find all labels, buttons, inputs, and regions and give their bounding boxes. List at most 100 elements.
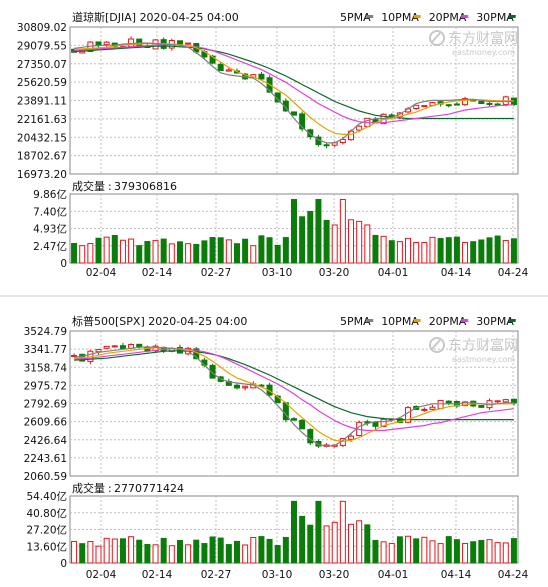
spx-candle-body [111,345,118,348]
spx-volume-tick: 0 [60,558,67,570]
spx-volume-bar [494,542,501,564]
spx-volume-bar [242,544,249,564]
spx-candle-body [209,364,216,379]
spx-legend-label: 30PMA [476,315,514,328]
djia-volume-bar [176,241,183,264]
spx-volume-bar [266,538,273,564]
djia-volume-tick: 4.93亿 [33,223,67,236]
spx-y-tick: 2975.72 [24,380,67,392]
spx-volume-bar [315,500,322,564]
djia-y-tick: 29079.55 [17,40,67,52]
spx-volume-bar [185,544,192,564]
spx-candle-body [136,343,143,348]
watermark-brand: 东方财富网 [448,30,518,47]
djia-x-tick: 02-14 [142,267,173,279]
djia-candle-body [103,41,110,46]
djia-legend-swatch [366,15,374,18]
djia-volume-bar [217,237,224,264]
spx-volume-bar [421,536,428,564]
spx-volume-bar [396,536,403,564]
djia-candle-body [291,111,297,116]
spx-volume-bar [502,542,509,564]
spx-y-tick: 3524.79 [24,326,67,338]
djia-volume-bar [71,242,78,264]
spx-x-tick: 04-24 [498,569,529,581]
djia-volume-value: 379306816 [114,180,177,193]
spx-volume-bar [331,521,338,564]
spx-volume-bar [478,539,485,564]
watermark-url: eastmoney.com [452,355,515,364]
watermark-url: eastmoney.com [452,48,515,57]
spx-volume-bar [453,539,460,564]
djia-volume-bar [79,245,86,264]
spx-x-tick: 02-14 [142,569,173,581]
djia-candle-body [307,129,314,138]
spx-candle-body [502,399,509,403]
djia-volume-bar [168,243,175,264]
spx-volume-bar [388,542,395,564]
djia-legend-swatch [413,15,421,18]
djia-volume-bar [502,240,509,264]
djia-x-tick: 03-10 [262,267,293,279]
djia-volume-bar [103,236,110,264]
djia-volume-bar [152,240,159,264]
djia-volume-bar [421,242,428,264]
djia-volume-bar [315,199,322,264]
djia-x-tick: 04-14 [441,267,472,279]
spx-volume-bar [103,537,110,564]
djia-y-tick: 25620.59 [17,77,67,89]
djia-candle-body [356,125,363,131]
spx-legend-swatch [366,319,374,322]
eastmoney-logo-icon [429,337,445,353]
spx-x-tick: 04-14 [441,569,472,581]
spx-volume-bar [217,537,224,564]
djia-ma20-line [74,44,514,124]
djia-volume-bar [299,216,306,264]
spx-volume-bar [510,538,517,564]
spx-ma20-line [74,348,514,432]
spx-volume-bar [209,536,216,564]
djia-candle-body [258,73,265,80]
djia-ma5-line [74,42,514,144]
spx-volume-bar [291,500,297,564]
djia-candle-body [225,69,232,72]
djia-volume-bar [160,238,167,264]
spx-volume-bar [307,524,314,564]
spx-volume-bar [152,544,159,564]
djia-volume-bar [348,219,355,264]
djia-volume-bar [128,238,135,264]
spx-candle-body [405,407,412,423]
spx-volume-bar [95,545,102,564]
djia-volume-bar [185,243,192,264]
djia-volume-tick: 9.86亿 [33,188,67,201]
spx-volume-bar [413,538,420,564]
djia-y-tick: 20432.15 [17,132,67,144]
watermark-djia: 东方财富网 eastmoney.com [429,30,518,57]
spx-volume-bar [144,543,151,564]
djia-candle-body [486,102,493,105]
djia-volume-bar [429,236,436,264]
djia-volume-bar [95,237,102,264]
spx-volume-bar [274,545,281,564]
djia-volume-bar [405,237,412,264]
djia-candle-body [185,42,192,45]
spx-volume-bar [462,542,469,564]
spx-volume-tick: 27.20亿 [26,524,67,537]
spx-volume-bar [225,544,232,564]
spx-volume-value: 2770771424 [114,482,184,495]
spx-volume-bar [339,500,346,564]
djia-volume-bar [494,235,501,264]
djia-volume-bar [388,240,395,264]
spx-candle-body [103,345,110,349]
djia-panel: 道琼斯[DJIA] 2020-04-25 04:00 成交量 : 3793068… [72,10,239,193]
spx-volume-bar [437,543,444,564]
djia-candle-body [323,144,330,147]
spx-candle-body [95,349,102,353]
djia-volume-bar [453,236,460,264]
djia-y-tick: 23891.11 [17,96,67,108]
djia-volume-bar [510,238,517,264]
djia-volume-tick: 0 [60,258,67,270]
watermark-brand: 东方财富网 [448,337,518,354]
djia-volume-bar [266,237,273,264]
